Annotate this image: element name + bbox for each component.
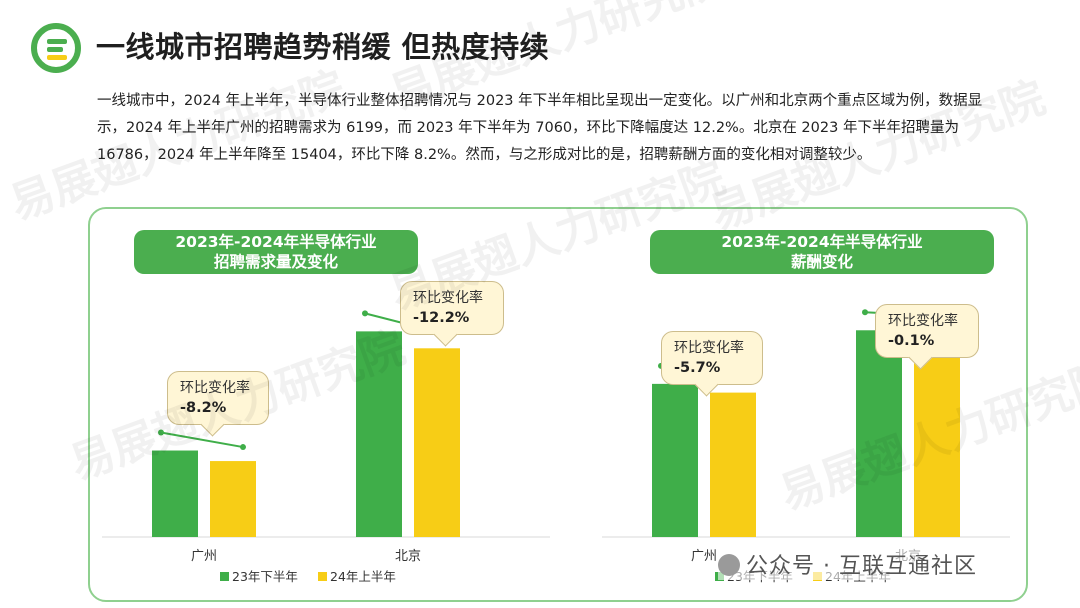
chart-2-title-line1: 2023年-2024年半导体行业 xyxy=(721,233,923,251)
bar-h1-2024-0 xyxy=(210,461,256,537)
charts-panel: 广州北京23年下半年24年上半年广州北京23年下半年24年上半年 2023年-2… xyxy=(88,207,1028,602)
bar-h2-2023-1 xyxy=(356,331,402,537)
wechat-account-label: 公众号 · 互联互通社区 xyxy=(718,548,977,580)
category-label: 广州 xyxy=(691,549,717,564)
legend-label: 23年下半年 xyxy=(232,569,298,584)
callout-value: -8.2% xyxy=(180,400,227,416)
trend-point xyxy=(362,310,368,317)
trend-point xyxy=(862,309,868,316)
chart-2-callout-guangzhou: 环比变化率 -5.7% xyxy=(661,331,763,385)
trend-point xyxy=(240,444,246,451)
chart-2-title-line2: 薪酬变化 xyxy=(790,253,853,271)
chart-2-callout-beijing: 环比变化率 -0.1% xyxy=(875,304,979,358)
callout-value: -5.7% xyxy=(674,360,721,376)
callout-label: 环比变化率 xyxy=(180,380,250,396)
intro-paragraph: 一线城市中，2024 年上半年，半导体行业整体招聘情况与 2023 年下半年相比… xyxy=(97,93,983,163)
callout-label: 环比变化率 xyxy=(413,290,483,306)
wechat-account-text: 公众号 · 互联互通社区 xyxy=(746,554,977,579)
chart-1-callout-beijing: 环比变化率 -12.2% xyxy=(400,281,504,335)
callout-label: 环比变化率 xyxy=(888,313,958,329)
trend-point xyxy=(158,429,164,436)
legend-swatch xyxy=(318,572,327,581)
page-title: 一线城市招聘趋势稍缓 但热度持续 xyxy=(96,30,550,64)
chart-2-title: 2023年-2024年半导体行业 薪酬变化 xyxy=(650,230,994,274)
callout-value: -12.2% xyxy=(413,310,470,326)
charts-canvas: 广州北京23年下半年24年上半年广州北京23年下半年24年上半年 xyxy=(102,309,1010,584)
wechat-icon xyxy=(718,554,740,576)
chart-1-title-line2: 招聘需求量及变化 xyxy=(213,253,338,271)
chart-1-title-line1: 2023年-2024年半导体行业 xyxy=(175,233,377,251)
callout-value: -0.1% xyxy=(888,333,935,349)
bar-h1-2024-1 xyxy=(414,348,460,537)
legend-swatch xyxy=(220,572,229,581)
brand-logo-icon xyxy=(31,23,81,73)
chart-1-callout-guangzhou: 环比变化率 -8.2% xyxy=(167,371,269,425)
category-label: 北京 xyxy=(395,549,421,564)
bar-h2-2023-0 xyxy=(152,450,198,537)
trend-line xyxy=(160,431,244,449)
category-label: 广州 xyxy=(191,549,217,564)
bar-h2-2023-0 xyxy=(652,383,698,537)
legend-label: 24年上半年 xyxy=(330,569,396,584)
callout-label: 环比变化率 xyxy=(674,340,744,356)
chart-1-title: 2023年-2024年半导体行业 招聘需求量及变化 xyxy=(134,230,418,274)
bar-h1-2024-0 xyxy=(710,392,756,537)
bar-h2-2023-1 xyxy=(856,330,902,537)
